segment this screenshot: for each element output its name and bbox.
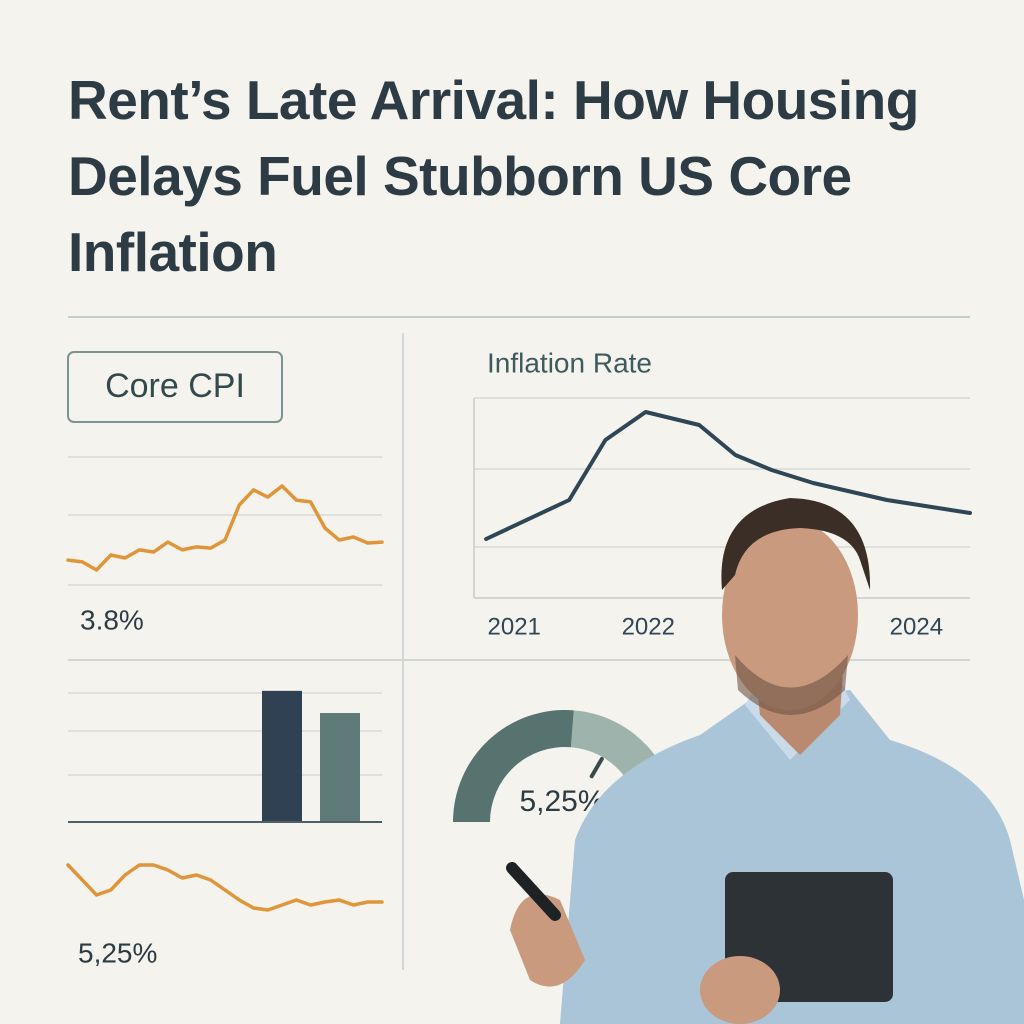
page-title: Rent’s Late Arrival: How Housing Delays …: [68, 69, 919, 283]
line-series: [66, 484, 384, 572]
shirt: [560, 690, 1024, 1024]
x-tick-label: 2024: [890, 613, 943, 640]
chart-title: Inflation Rate: [487, 347, 652, 378]
headline-value: 5,25%: [78, 937, 157, 968]
line-series: [484, 410, 972, 541]
hair: [721, 498, 871, 590]
x-tick-label: 2021: [488, 613, 541, 640]
person: [506, 498, 1024, 1024]
card-label: Core CPI: [105, 367, 245, 405]
label-box: [67, 351, 283, 423]
bar: [262, 690, 302, 822]
bar: [320, 712, 360, 822]
face: [722, 520, 858, 710]
beard: [735, 655, 848, 715]
x-tick-label: 2022: [622, 613, 675, 640]
hand: [700, 956, 780, 1024]
hand: [510, 894, 585, 987]
pen: [506, 862, 561, 921]
gauge-needle: [589, 756, 604, 779]
gauge-fill: [453, 710, 574, 822]
headline-value: 3.8%: [80, 604, 144, 635]
line-series: [66, 863, 384, 912]
